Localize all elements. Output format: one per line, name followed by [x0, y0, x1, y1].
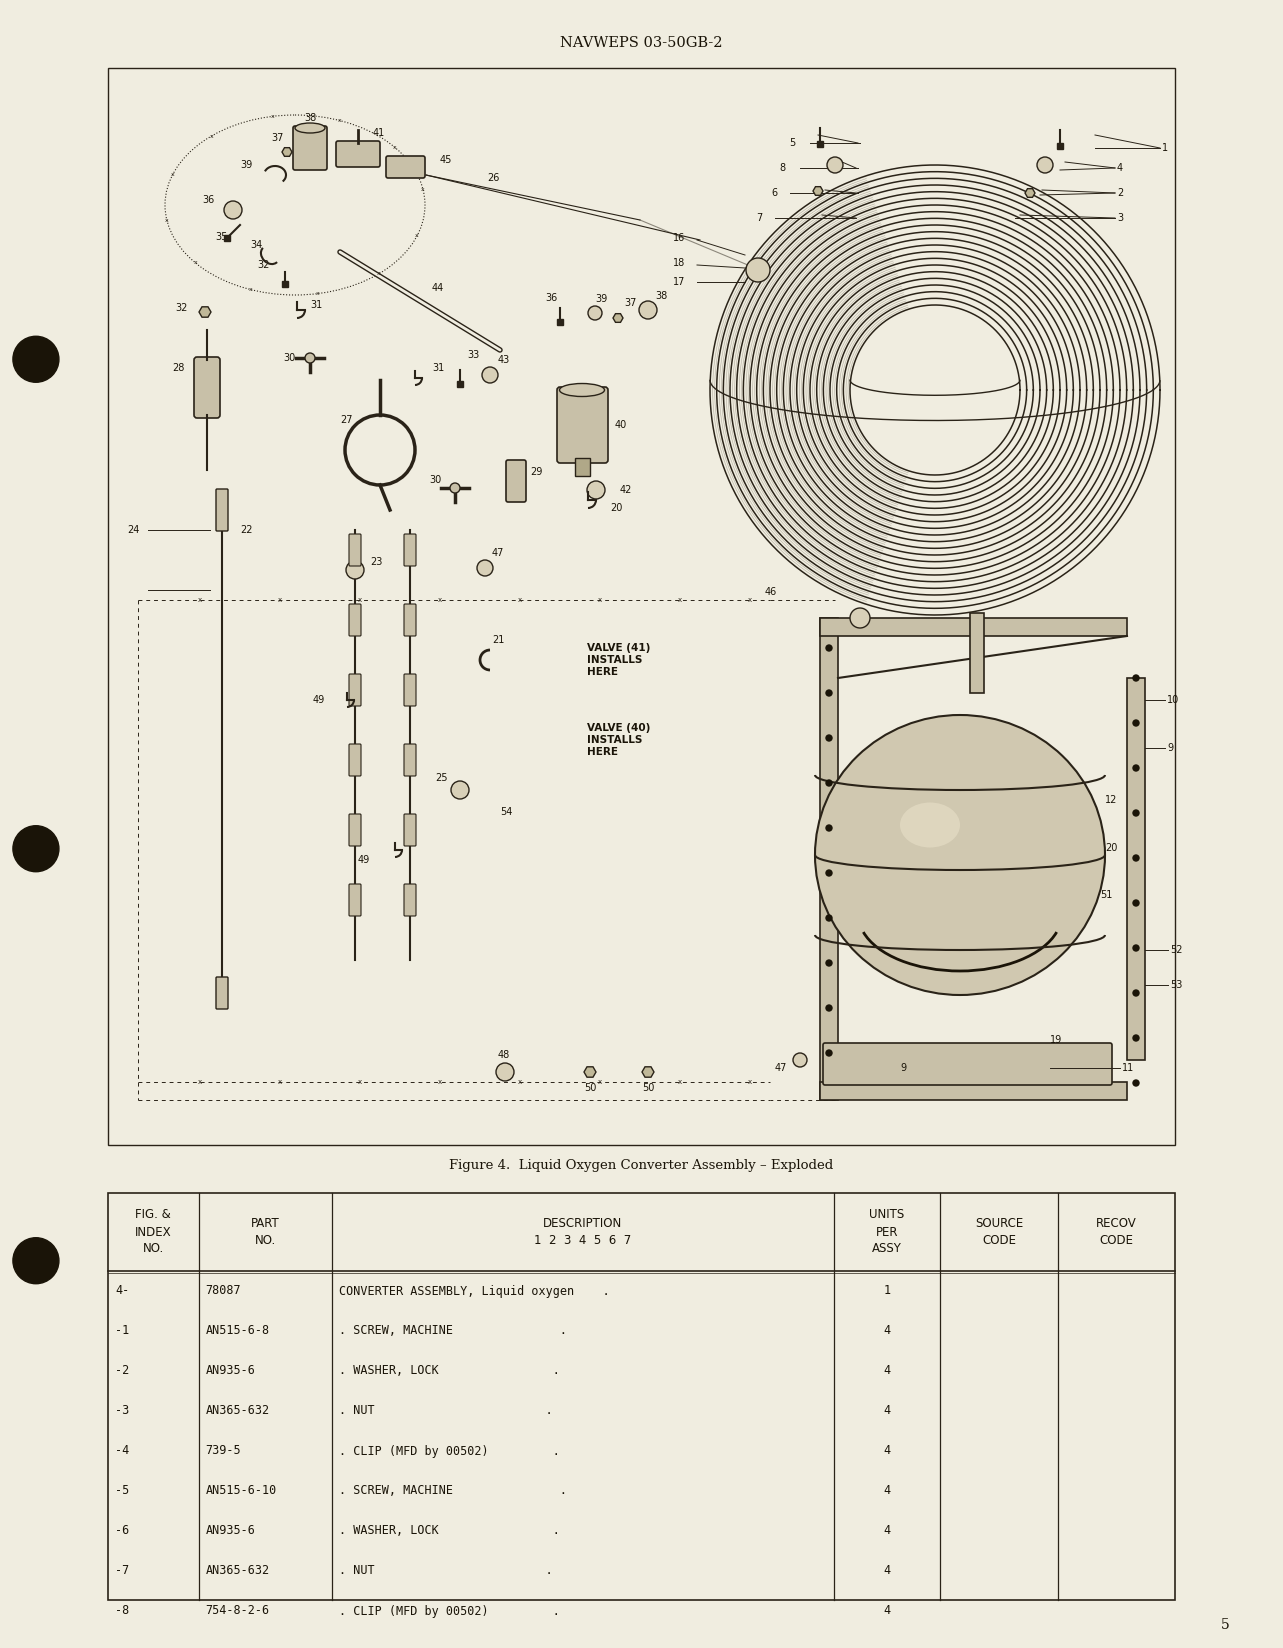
Circle shape [1133, 811, 1139, 816]
FancyBboxPatch shape [557, 387, 608, 463]
Text: -3: -3 [115, 1404, 130, 1417]
Text: 4: 4 [884, 1445, 890, 1457]
Bar [108, 68, 1175, 1145]
Text: 4-: 4- [115, 1284, 130, 1297]
Text: VALVE (41)
INSTALLS
HERE: VALVE (41) INSTALLS HERE [588, 643, 650, 677]
FancyBboxPatch shape [404, 674, 416, 705]
Circle shape [450, 483, 461, 493]
Text: x: x [278, 597, 282, 603]
Text: 17: 17 [672, 277, 685, 287]
Circle shape [588, 307, 602, 320]
Text: 9: 9 [899, 1063, 906, 1073]
Text: -8: -8 [115, 1605, 130, 1617]
Text: 4: 4 [884, 1524, 890, 1538]
FancyBboxPatch shape [349, 605, 361, 636]
Text: x: x [438, 1079, 443, 1084]
Text: 1: 1 [884, 1284, 890, 1297]
Bar [575, 458, 590, 476]
Text: 51: 51 [1100, 890, 1112, 900]
Circle shape [13, 826, 59, 872]
FancyBboxPatch shape [336, 142, 380, 166]
Text: 4: 4 [884, 1365, 890, 1378]
Circle shape [477, 560, 493, 577]
Circle shape [1133, 1035, 1139, 1042]
Text: AN365-632: AN365-632 [205, 1564, 269, 1577]
Bar [225, 234, 230, 241]
Text: x: x [358, 1079, 362, 1084]
Circle shape [1133, 944, 1139, 951]
Text: VALVE (40)
INSTALLS
HERE: VALVE (40) INSTALLS HERE [588, 722, 650, 758]
FancyBboxPatch shape [216, 489, 228, 531]
Text: 20: 20 [1105, 844, 1117, 854]
Bar [970, 613, 984, 694]
Text: 25: 25 [435, 773, 448, 783]
Text: x: x [249, 287, 253, 292]
Text: AN515-6-8: AN515-6-8 [205, 1325, 269, 1338]
Text: Figure 4.  Liquid Oxygen Converter Assembly – Exploded: Figure 4. Liquid Oxygen Converter Assemb… [449, 1159, 834, 1172]
Text: AN515-6-10: AN515-6-10 [205, 1485, 277, 1498]
Circle shape [793, 1053, 807, 1066]
Text: 23: 23 [370, 557, 382, 567]
Text: 4: 4 [884, 1485, 890, 1498]
Text: x: x [518, 1079, 522, 1084]
Text: . SCREW, MACHINE               .: . SCREW, MACHINE . [339, 1485, 567, 1498]
FancyBboxPatch shape [349, 814, 361, 845]
FancyBboxPatch shape [404, 743, 416, 776]
FancyBboxPatch shape [349, 743, 361, 776]
Text: 6: 6 [771, 188, 777, 198]
Text: 24: 24 [127, 526, 140, 536]
Circle shape [346, 560, 364, 578]
FancyBboxPatch shape [293, 125, 327, 170]
Text: 50: 50 [642, 1083, 654, 1093]
Bar [557, 320, 563, 325]
Circle shape [13, 1238, 59, 1284]
Circle shape [826, 735, 831, 742]
Text: x: x [377, 272, 381, 277]
Text: 28: 28 [173, 363, 185, 372]
Text: . SCREW, MACHINE               .: . SCREW, MACHINE . [339, 1325, 567, 1338]
Text: 1: 1 [1162, 143, 1168, 153]
Text: 7: 7 [756, 213, 762, 222]
Text: 53: 53 [1170, 981, 1183, 990]
Circle shape [588, 481, 606, 499]
Text: 41: 41 [373, 129, 385, 138]
Text: x: x [194, 260, 198, 265]
Text: 49: 49 [358, 855, 370, 865]
Text: x: x [278, 1079, 282, 1084]
Polygon shape [584, 1066, 597, 1078]
Bar [1057, 143, 1064, 148]
Text: 54: 54 [500, 808, 512, 817]
Text: CONVERTER ASSEMBLY, Liquid oxygen    .: CONVERTER ASSEMBLY, Liquid oxygen . [339, 1284, 609, 1297]
Text: AN935-6: AN935-6 [205, 1524, 255, 1538]
FancyBboxPatch shape [404, 534, 416, 565]
Text: 30: 30 [284, 353, 296, 363]
Text: 33: 33 [467, 349, 480, 359]
Text: 3: 3 [1117, 213, 1123, 222]
Text: x: x [438, 597, 443, 603]
Circle shape [1133, 1079, 1139, 1086]
Text: 5: 5 [789, 138, 795, 148]
Text: x: x [198, 597, 201, 603]
Polygon shape [199, 307, 210, 316]
Text: 42: 42 [620, 485, 633, 494]
Text: 49: 49 [313, 695, 325, 705]
Text: x: x [677, 1079, 683, 1084]
Circle shape [826, 826, 831, 831]
Text: . NUT                        .: . NUT . [339, 1564, 553, 1577]
Text: 4: 4 [1117, 163, 1123, 173]
Text: -5: -5 [115, 1485, 130, 1498]
Text: 22: 22 [240, 526, 253, 536]
Ellipse shape [295, 124, 325, 133]
FancyBboxPatch shape [404, 883, 416, 916]
Text: 754-8-2-6: 754-8-2-6 [205, 1605, 269, 1617]
Circle shape [826, 1050, 831, 1056]
Polygon shape [282, 148, 293, 157]
Text: 11: 11 [1123, 1063, 1134, 1073]
Text: 10: 10 [1168, 695, 1179, 705]
Circle shape [1133, 765, 1139, 771]
FancyBboxPatch shape [194, 358, 219, 419]
FancyBboxPatch shape [386, 157, 425, 178]
Polygon shape [613, 313, 624, 323]
Circle shape [826, 1005, 831, 1010]
Text: . NUT                        .: . NUT . [339, 1404, 553, 1417]
